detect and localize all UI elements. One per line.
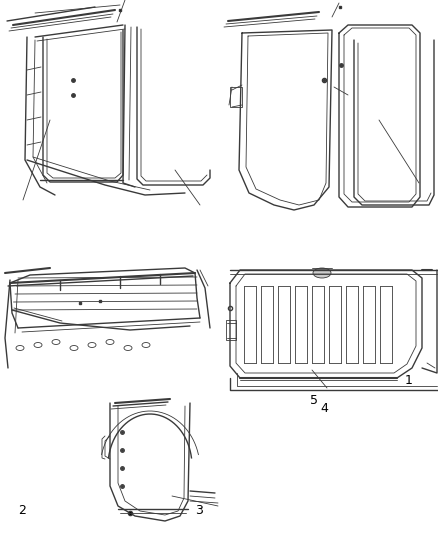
Text: 4: 4: [320, 401, 328, 415]
Text: 3: 3: [195, 504, 203, 516]
Bar: [226, 320, 236, 340]
Text: 1: 1: [405, 374, 413, 386]
Text: 5: 5: [310, 393, 318, 407]
Bar: [230, 87, 242, 107]
Text: 2: 2: [18, 504, 26, 516]
Ellipse shape: [313, 268, 331, 278]
